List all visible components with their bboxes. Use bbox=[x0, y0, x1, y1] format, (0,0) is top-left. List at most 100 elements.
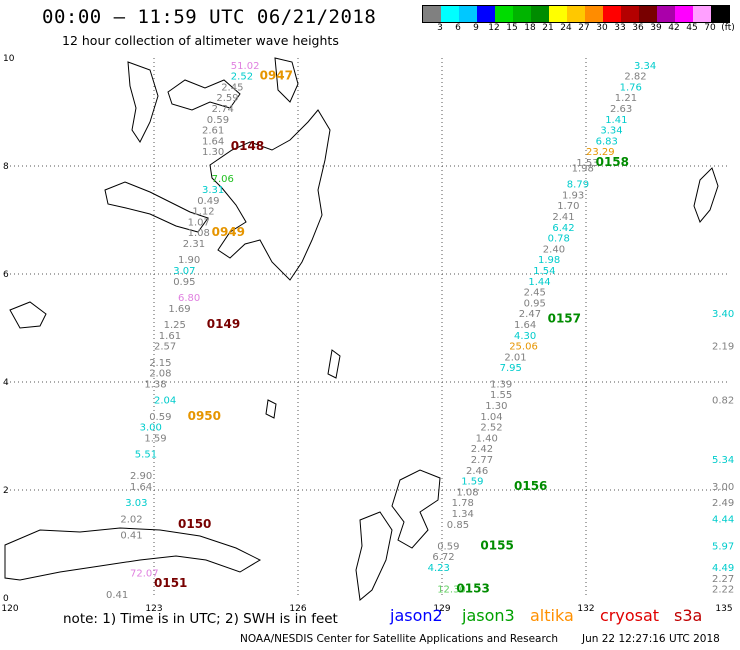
page-subtitle: 12 hour collection of altimeter wave hei… bbox=[62, 33, 339, 48]
swh-value: 1.98 bbox=[572, 163, 594, 174]
color-scale-label: 45 bbox=[686, 23, 698, 33]
pass-time-label: 0947 bbox=[260, 69, 293, 83]
color-scale-label: 30 bbox=[596, 23, 608, 33]
y-tick-label: 0 bbox=[3, 594, 9, 604]
swh-value: 4.49 bbox=[712, 563, 734, 574]
color-swatch bbox=[495, 6, 513, 22]
x-axis-ticks: 120 123 126 129 132 135 bbox=[1, 604, 732, 614]
swh-value: 6.42 bbox=[552, 223, 574, 234]
pass-time-label: 0158 bbox=[596, 155, 629, 169]
swh-value: 2.46 bbox=[466, 466, 488, 477]
swh-value: 3.34 bbox=[600, 126, 622, 137]
swh-value: 1.61 bbox=[159, 331, 181, 342]
color-swatch bbox=[459, 6, 477, 22]
swh-value: 3.03 bbox=[125, 498, 147, 509]
swh-value: 2.22 bbox=[712, 585, 734, 596]
color-scale-label: 15 bbox=[506, 23, 518, 33]
swh-value: 2.47 bbox=[519, 309, 541, 320]
coastline-halmahera bbox=[391, 469, 441, 549]
swh-value: 1.70 bbox=[557, 201, 579, 212]
swh-value: 1.55 bbox=[490, 390, 512, 401]
color-swatch bbox=[477, 6, 495, 22]
color-scale-label: 24 bbox=[560, 23, 572, 33]
swh-value: 4.44 bbox=[712, 514, 734, 525]
coastline-palau bbox=[693, 167, 719, 223]
page-title: 00:00 – 11:59 UTC 06/21/2018 bbox=[42, 6, 377, 28]
color-scale-label: 12 bbox=[488, 23, 500, 33]
y-tick-label: 6 bbox=[3, 270, 9, 280]
swh-value: 51.02 bbox=[231, 61, 260, 72]
coastline-sulawesi-north bbox=[4, 527, 262, 581]
swh-value: 5.97 bbox=[712, 541, 734, 552]
coastline-sangihe bbox=[265, 399, 277, 419]
pass-time-label: 0151 bbox=[154, 576, 187, 590]
color-swatch bbox=[603, 6, 621, 22]
swh-value: 1.12 bbox=[192, 207, 214, 218]
swh-value: 0.59 bbox=[437, 541, 459, 552]
coastline-talaud bbox=[327, 349, 341, 379]
coastline-east-islands bbox=[355, 511, 393, 601]
swh-value: 3.34 bbox=[634, 61, 656, 72]
grid-lines bbox=[10, 58, 730, 598]
x-tick-label: 126 bbox=[289, 604, 306, 614]
swh-value: 5.51 bbox=[135, 450, 157, 461]
swh-values: 51.022.522.452.592.740.592.611.641.307.0… bbox=[106, 61, 734, 601]
swh-value: 2.15 bbox=[149, 358, 171, 369]
coastline-zamboanga bbox=[104, 181, 209, 233]
swh-value: 0.78 bbox=[548, 234, 570, 245]
swh-value: 2.08 bbox=[149, 369, 171, 380]
swh-value: 2.63 bbox=[610, 104, 632, 115]
color-scale-label: 18 bbox=[524, 23, 536, 33]
swh-value: 2.74 bbox=[212, 104, 234, 115]
x-tick-label: 132 bbox=[577, 604, 594, 614]
y-tick-label: 4 bbox=[3, 378, 9, 388]
swh-value: 2.59 bbox=[216, 93, 238, 104]
coastline-mindanao bbox=[209, 109, 331, 281]
swh-value: 12.30 bbox=[437, 585, 466, 596]
swh-value: 6.83 bbox=[596, 136, 618, 147]
pass-time-label: 0153 bbox=[456, 582, 489, 596]
x-tick-label: 123 bbox=[145, 604, 162, 614]
color-scale-label: 9 bbox=[473, 23, 479, 33]
footer-note: note: 1) Time is in UTC; 2) SWH is in fe… bbox=[63, 611, 338, 627]
pass-time-label: 0155 bbox=[480, 538, 513, 552]
coastline-leyte bbox=[274, 57, 299, 103]
swh-value: 2.57 bbox=[154, 342, 176, 353]
swh-value: 3.00 bbox=[712, 482, 734, 493]
coastline-bohol bbox=[167, 79, 241, 111]
swh-value: 25.06 bbox=[509, 342, 538, 353]
swh-value: 0.59 bbox=[149, 412, 171, 423]
swh-value: 1.59 bbox=[461, 477, 483, 488]
color-swatch bbox=[423, 6, 441, 22]
color-swatch bbox=[675, 6, 693, 22]
x-tick-label: 129 bbox=[433, 604, 450, 614]
swh-value: 2.31 bbox=[183, 239, 205, 250]
swh-value: 3.07 bbox=[173, 266, 195, 277]
swh-value: 23.29 bbox=[586, 147, 615, 158]
swh-value: 0.82 bbox=[712, 396, 734, 407]
swh-value: 2.82 bbox=[624, 72, 646, 83]
swh-value: 0.41 bbox=[120, 531, 142, 542]
swh-value: 2.90 bbox=[130, 471, 152, 482]
swh-value: 1.90 bbox=[178, 255, 200, 266]
swh-value: 2.49 bbox=[712, 498, 734, 509]
color-swatch bbox=[441, 6, 459, 22]
swh-value: 1.30 bbox=[202, 147, 224, 158]
swh-value: 7.95 bbox=[500, 363, 522, 374]
pass-time-label: 0148 bbox=[231, 139, 264, 153]
swh-value: 2.45 bbox=[221, 82, 243, 93]
swh-value: 1.93 bbox=[562, 190, 584, 201]
swh-value: 2.52 bbox=[231, 72, 253, 83]
swh-value: 1.64 bbox=[202, 136, 224, 147]
swh-value: 2.41 bbox=[552, 212, 574, 223]
color-swatch bbox=[567, 6, 585, 22]
swh-value: 2.42 bbox=[471, 444, 493, 455]
color-swatch bbox=[585, 6, 603, 22]
color-scale-label: 6 bbox=[455, 23, 461, 33]
swh-value: 72.07 bbox=[130, 568, 159, 579]
color-swatch bbox=[621, 6, 639, 22]
swh-value: 3.00 bbox=[140, 423, 162, 434]
swh-value: 1.78 bbox=[452, 498, 474, 509]
swh-value: 1.41 bbox=[605, 115, 627, 126]
